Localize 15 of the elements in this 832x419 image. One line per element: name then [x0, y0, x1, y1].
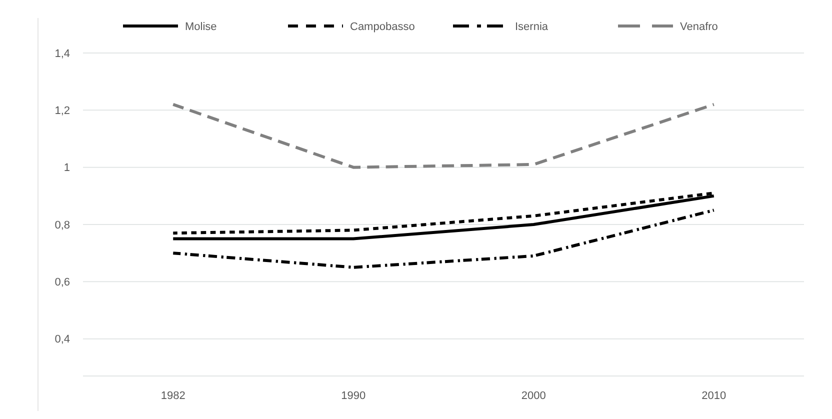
y-tick-label: 0,4 — [54, 334, 70, 346]
y-tick-label: 0,6 — [54, 276, 70, 289]
legend-label: Campobasso — [350, 20, 415, 33]
x-tick-label: 1990 — [341, 390, 366, 402]
legend-label: Molise — [185, 20, 217, 33]
line-series — [172, 208, 716, 269]
y-tick-label: 1,4 — [54, 48, 70, 60]
x-tick-label: 2000 — [521, 390, 546, 402]
x-tick-label: 2010 — [702, 390, 726, 402]
y-tick-label: 1,2 — [54, 105, 70, 118]
x-tick-label: 1982 — [160, 390, 186, 402]
y-tick-label: 1 — [64, 162, 70, 174]
legend-label: Venafro — [680, 20, 718, 33]
y-tick-label: 0,8 — [54, 219, 70, 232]
legend-label: Isernia — [515, 20, 549, 33]
